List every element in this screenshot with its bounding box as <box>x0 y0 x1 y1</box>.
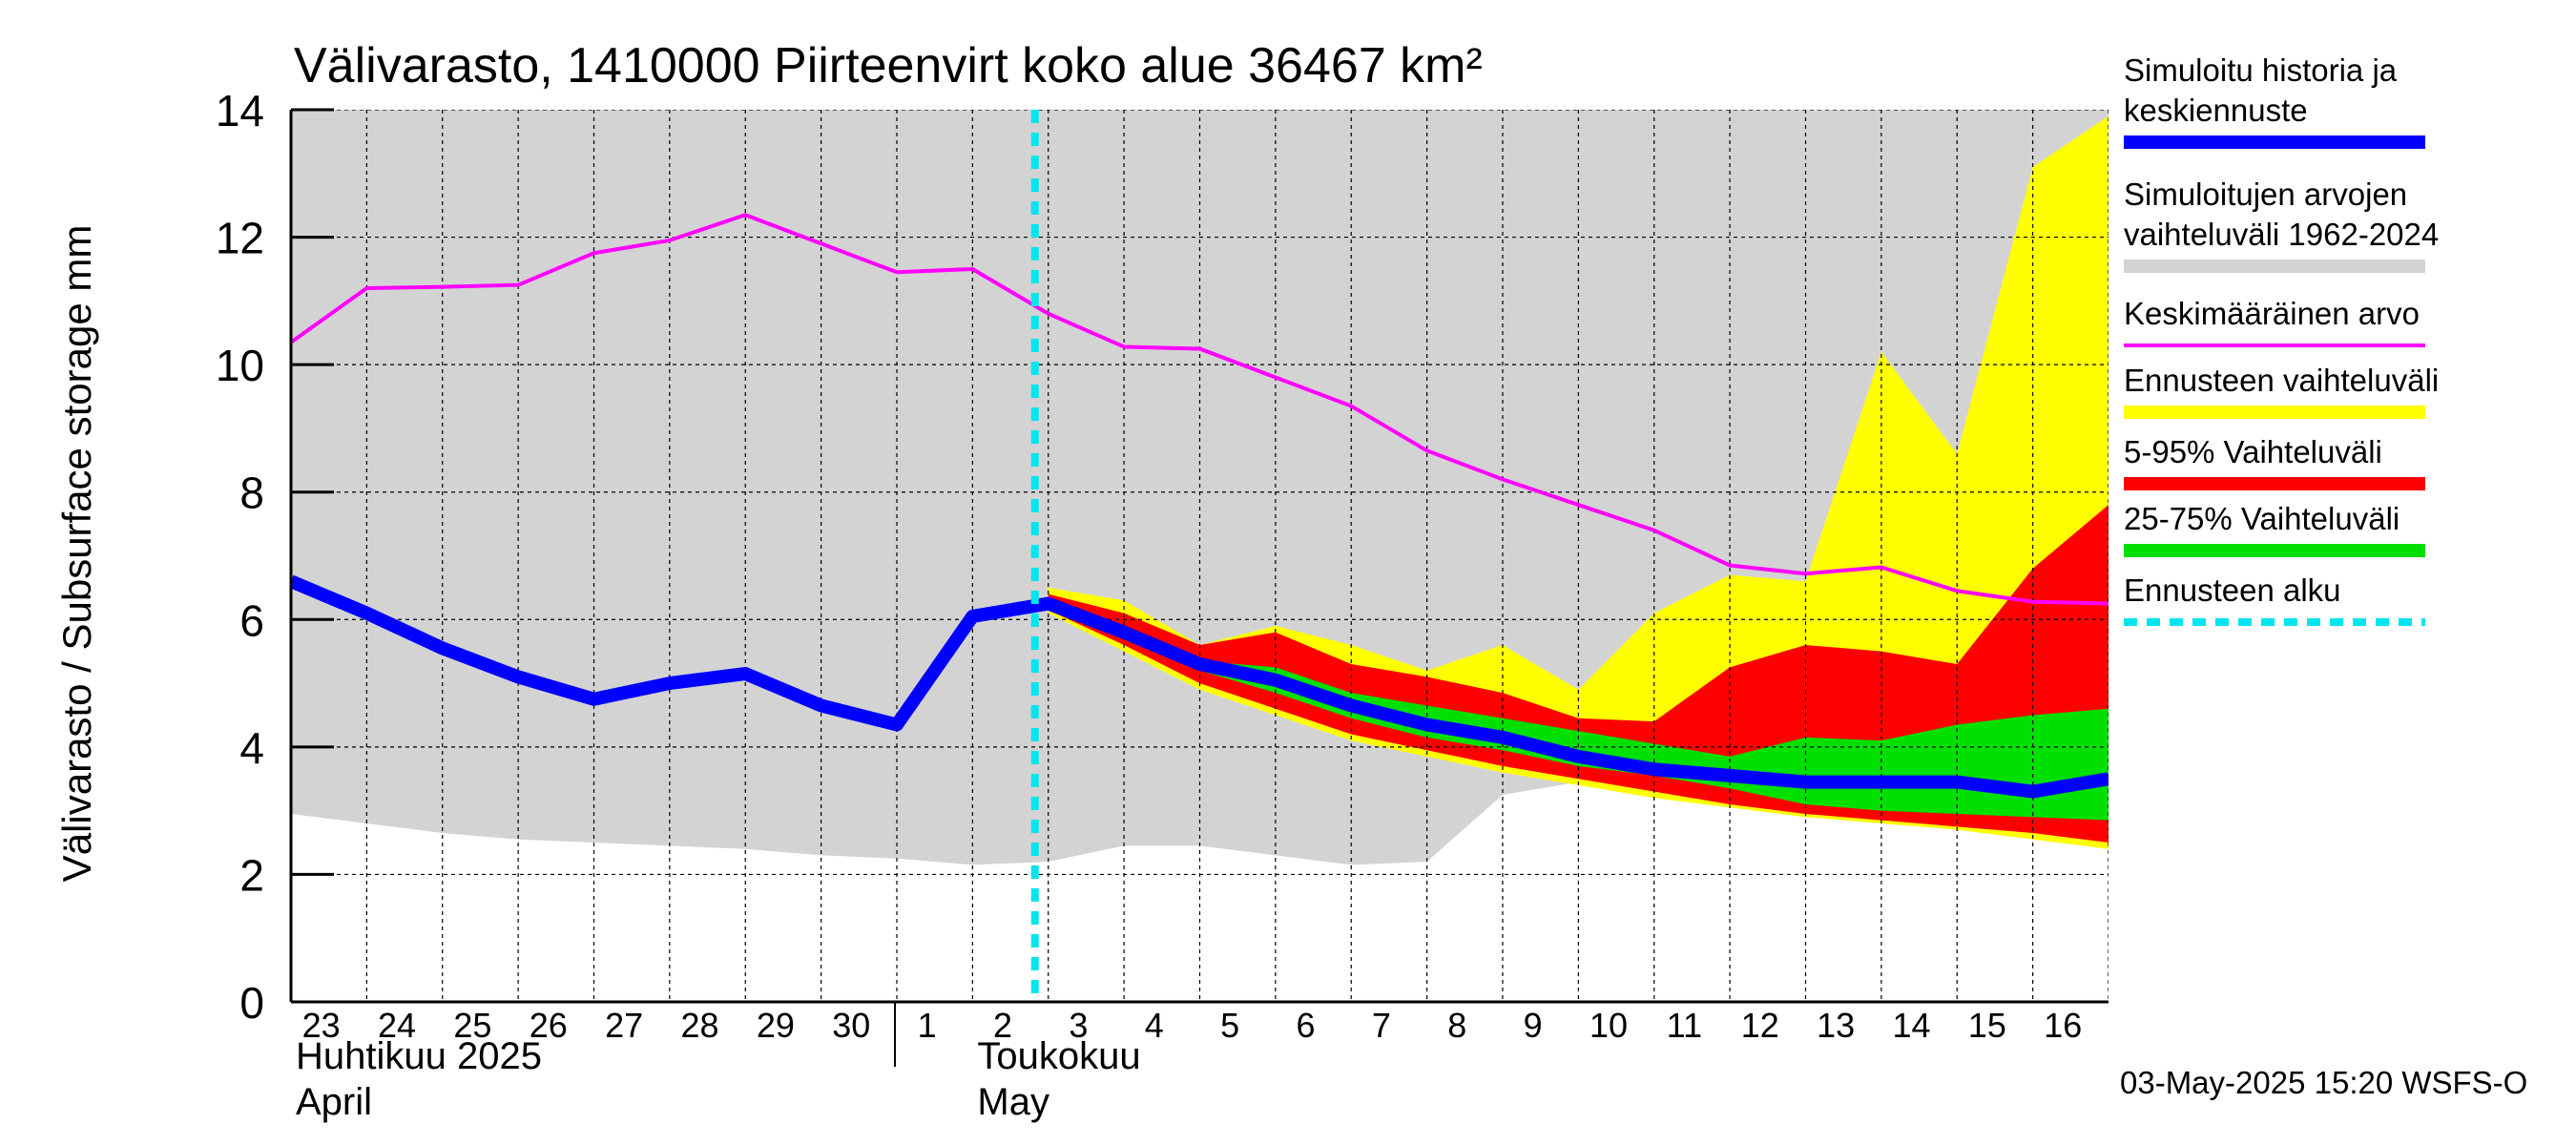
x-tick-label: 15 <box>1968 1006 2006 1045</box>
y-tick-label: 2 <box>239 850 264 900</box>
y-tick-label: 4 <box>239 723 264 773</box>
month-label-en: April <box>296 1081 372 1123</box>
y-tick-label: 0 <box>239 978 264 1028</box>
x-tick-label: 25 <box>453 1006 491 1045</box>
legend-label: keskiennuste <box>2124 93 2308 128</box>
y-tick-label: 12 <box>216 214 264 263</box>
x-tick-label: 3 <box>1069 1006 1088 1045</box>
x-tick-label: 16 <box>2044 1006 2082 1045</box>
legend-label: Simuloitujen arvojen <box>2124 177 2407 212</box>
y-tick-label: 6 <box>239 595 264 645</box>
x-tick-label: 4 <box>1145 1006 1164 1045</box>
x-tick-label: 29 <box>757 1006 795 1045</box>
month-label: Toukokuu <box>977 1035 1140 1077</box>
range-25-75-band <box>1048 600 2109 821</box>
x-tick-label: 11 <box>1667 1006 1702 1045</box>
x-tick-label: 10 <box>1589 1006 1628 1045</box>
x-tick-label: 2 <box>993 1006 1012 1045</box>
x-tick-label: 5 <box>1220 1006 1239 1045</box>
legend-label: Ennusteen alku <box>2124 572 2341 608</box>
legend-label: 25-75% Vaihteluväli <box>2124 501 2399 536</box>
legend-label: 5-95% Vaihteluväli <box>2124 434 2382 469</box>
legend-label: vaihteluväli 1962-2024 <box>2124 217 2439 252</box>
mean-line <box>291 213 2109 606</box>
footer-timestamp: 03-May-2025 15:20 WSFS-O <box>2120 1065 2527 1100</box>
x-tick-label: 26 <box>530 1006 568 1045</box>
plot-area <box>291 110 2109 1002</box>
x-tick-label: 13 <box>1817 1006 1855 1045</box>
legend: Simuloitu historia ja keskiennuste Simuloi… <box>2124 52 2439 626</box>
x-tick-label: 30 <box>832 1006 870 1045</box>
month-label: Huhtikuu 2025 <box>296 1035 542 1077</box>
month-label-en: May <box>977 1081 1049 1123</box>
legend-label: Keskimääräinen arvo <box>2124 296 2420 331</box>
x-tick-label: 1 <box>918 1006 937 1045</box>
y-axis-label: Välivarasto / Subsurface storage mm <box>54 225 99 883</box>
simulated-median-line <box>291 574 2109 799</box>
x-tick-label: 8 <box>1447 1006 1466 1045</box>
x-tick-label: 6 <box>1297 1006 1316 1045</box>
x-tick-label: 14 <box>1893 1006 1931 1045</box>
x-tick-label: 28 <box>681 1006 719 1045</box>
x-tick-label: 24 <box>378 1006 416 1045</box>
x-tick-label: 9 <box>1524 1006 1543 1045</box>
y-tick-label: 10 <box>216 341 264 390</box>
chart-title: Välivarasto, 1410000 Piirteenvirt koko a… <box>294 38 1483 94</box>
x-tick-label: 7 <box>1372 1006 1391 1045</box>
legend-label: Simuloitu historia ja <box>2124 52 2398 88</box>
x-tick-label: 12 <box>1741 1006 1779 1045</box>
y-tick-label: 8 <box>239 468 264 518</box>
x-tick-label: 23 <box>302 1006 341 1045</box>
x-tick-label: 27 <box>605 1006 643 1045</box>
legend-label: Ennusteen vaihteluväli <box>2124 363 2439 398</box>
y-tick-label: 14 <box>216 86 264 135</box>
